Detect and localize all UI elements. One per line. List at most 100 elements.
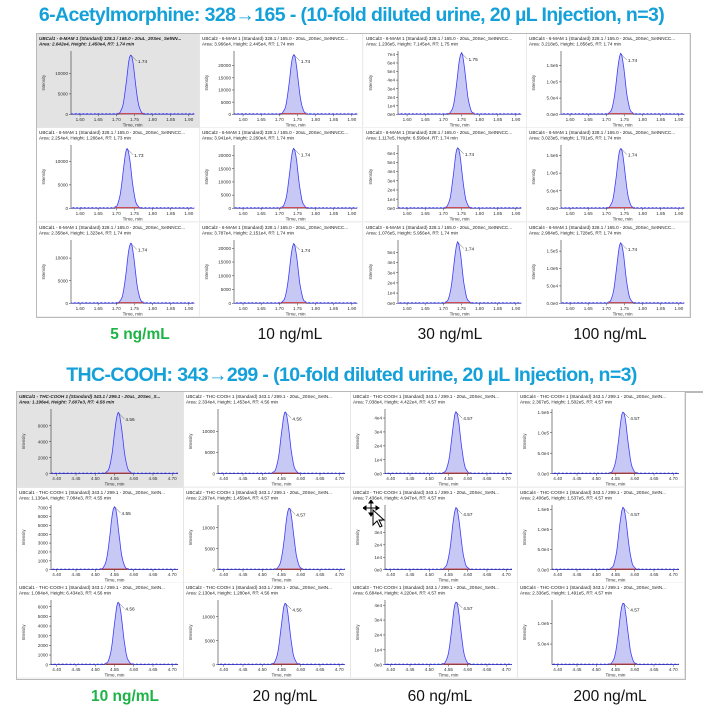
panel-stats: Area: 3.023e5, Height: 1.701e5, RT: 1.74…: [529, 136, 622, 141]
x-tick-label: 4.45: [72, 572, 81, 577]
chromatogram-panel[interactable]: UBCal4 - THC-COOH 1 (Standard) 343.1 / 2…: [518, 487, 685, 584]
chromatogram-panel[interactable]: UBCal4 - THC-COOH 1 (Standard) 343.1 / 2…: [518, 392, 685, 488]
panel-header: UBCal4 - THC-COOH 1 (Standard) 343.1 / 2…: [520, 490, 666, 495]
y-tick-label: 1e4: [374, 554, 382, 559]
chromatogram-panel[interactable]: UBCal4 - 6-MAM 1 (Standard) 328.1 / 165.…: [526, 128, 690, 223]
x-axis-label: Time, min: [105, 482, 125, 487]
y-tick-label: 10000: [218, 180, 231, 185]
chromatogram-panel[interactable]: UBCal3 - THC-COOH 1 (Standard) 343.1 / 2…: [351, 392, 518, 488]
panel-header: UBCal4 - THC-COOH 1 (Standard) 343.1 / 2…: [520, 394, 666, 399]
rt-label: 1.74: [464, 246, 474, 252]
x-axis-label: Time, min: [272, 482, 292, 487]
x-tick-label: 4.60: [463, 572, 472, 577]
rt-leader: [285, 603, 292, 610]
chromatogram-panel[interactable]: UBCal4 - THC-COOH 1 (Standard) 343.1 / 2…: [518, 583, 685, 679]
chromatogram-grid-thc-cooh-frame: UBCal1 - THC-COOH 1 (Standard) 343.1 / 2…: [16, 391, 686, 680]
rt-label: 1.74: [464, 152, 474, 158]
y-tick-label: 5000: [221, 193, 232, 198]
peak-area: [610, 507, 636, 570]
y-tick-label: 2e4: [374, 633, 382, 638]
y-axis-label: Intensity: [188, 528, 193, 545]
peak-area: [448, 53, 474, 115]
x-tick-label: 1.65: [257, 117, 266, 122]
chromatogram-panel[interactable]: UBCal2 - THC-COOH 1 (Standard) 343.1 / 2…: [184, 392, 351, 488]
x-tick-label: 4.40: [52, 572, 61, 577]
x-tick-label: 1.65: [94, 305, 103, 310]
panel-header: UBCal3 - 6-MAM 1 (Standard) 328.1 / 165.…: [366, 225, 512, 230]
chromatogram-panel[interactable]: UBCal3 - 6-MAM 1 (Standard) 328.1 / 165.…: [363, 34, 527, 129]
x-tick-label: 4.65: [483, 667, 492, 672]
chromatogram-panel[interactable]: UBCal2 - 6-MAM 1 (Standard) 328.1 / 165.…: [200, 34, 364, 129]
rt-label: 1.74: [628, 58, 638, 64]
rt-label: 4.57: [630, 416, 640, 422]
chromatogram-panel[interactable]: UBCal4 - 6-MAM 1 (Standard) 328.1 / 165.…: [526, 34, 690, 129]
chromatogram-trace: [217, 603, 346, 666]
chromatogram-panel[interactable]: UBCal2 - 6-MAM 1 (Standard) 328.1 / 165.…: [200, 128, 364, 223]
x-tick-label: 4.60: [463, 476, 472, 481]
chromatogram-trace: [234, 242, 358, 304]
x-tick-label: 4.60: [296, 667, 305, 672]
chromatogram-panel[interactable]: UBCal2 - THC-COOH 1 (Standard) 343.1 / 2…: [184, 583, 351, 679]
y-tick-label: 7000: [38, 505, 49, 510]
x-tick-label: 1.90: [511, 117, 520, 122]
x-tick-label: 1.70: [112, 117, 121, 122]
chromatogram-panel[interactable]: UBCal1 - 6-MAM 1 (Standard) 328.1 / 165.…: [37, 222, 201, 317]
rt-label: 1.74: [628, 153, 638, 159]
y-tick-label: 2e4: [374, 443, 382, 448]
panel-stats: Area: 2.358e4, Height: 1.323e4, RT: 1.74…: [39, 230, 132, 235]
x-tick-label: 1.90: [184, 211, 193, 216]
chromatogram-panel[interactable]: UBCal3 - 6-MAM 1 (Standard) 328.1 / 165.…: [363, 128, 527, 223]
x-tick-label: 4.65: [316, 572, 325, 577]
chromatogram-panel[interactable]: UBCal1 - 6-MAM 1 (Standard) 328.1 / 165.…: [37, 34, 201, 129]
panel-header: UBCal1 - 6-MAM 1 (Standard) 328.1 / 165.…: [39, 36, 181, 41]
x-tick-label: 4.40: [553, 476, 562, 481]
rt-leader: [460, 53, 468, 60]
panel-header: UBCal4 - 6-MAM 1 (Standard) 328.1 / 165.…: [529, 225, 675, 230]
x-axis-label: Time, min: [105, 673, 125, 678]
chromatogram-panel[interactable]: UBCal1 - THC-COOH 1 (Standard) 343.1 / 2…: [17, 392, 184, 488]
y-tick-label: 1.0e5: [538, 430, 550, 435]
panel-header: UBCal1 - THC-COOH 1 (Standard) 343.1 / 2…: [19, 585, 165, 590]
x-tick-label: 1.80: [638, 117, 647, 122]
x-tick-label: 4.55: [277, 572, 286, 577]
concentration-label-20-thc: 20 ng/mL: [252, 688, 318, 705]
y-tick-label: 5000: [205, 639, 216, 644]
x-tick-label: 4.40: [52, 667, 61, 672]
y-tick-label: 2e4: [387, 280, 395, 285]
y-tick-label: 2000: [38, 455, 49, 460]
x-tick-label: 1.80: [475, 305, 484, 310]
panel-stats: Area: 3.941e4, Height: 2.260e4, RT: 1.74…: [202, 136, 295, 141]
y-axis-label: Intensity: [522, 433, 527, 450]
peak-area: [118, 243, 143, 303]
y-tick-label: 20000: [218, 63, 231, 68]
chromatogram-panel[interactable]: UBCal2 - THC-COOH 1 (Standard) 343.1 / 2…: [184, 487, 351, 584]
x-tick-label: 4.65: [149, 572, 158, 577]
y-tick-label: 5000: [38, 523, 49, 528]
x-axis-label: Time, min: [449, 311, 469, 316]
x-tick-label: 4.45: [72, 476, 81, 481]
rt-label: 4.57: [463, 416, 473, 422]
x-tick-label: 1.65: [257, 211, 266, 216]
panel-header: UBCal2 - 6-MAM 1 (Standard) 328.1 / 165.…: [202, 225, 348, 230]
x-tick-label: 1.85: [656, 211, 665, 216]
x-tick-label: 1.85: [656, 305, 665, 310]
x-tick-label: 1.75: [293, 211, 302, 216]
chromatogram-panel[interactable]: UBCal1 - 6-MAM 1 (Standard) 328.1 / 165.…: [37, 128, 201, 223]
x-tick-label: 4.65: [650, 476, 659, 481]
rt-leader: [293, 243, 301, 250]
x-tick-label: 1.60: [76, 117, 85, 122]
x-tick-label: 1.70: [602, 117, 611, 122]
chromatogram-panel[interactable]: UBCal2 - 6-MAM 1 (Standard) 328.1 / 165.…: [200, 222, 364, 317]
chromatogram-panel[interactable]: UBCal3 - THC-COOH 1 (Standard) 343.1 / 2…: [351, 487, 518, 584]
y-axis-label: Intensity: [355, 433, 360, 450]
x-tick-label: 4.60: [296, 572, 305, 577]
peak-area: [610, 603, 636, 665]
chromatogram-panel[interactable]: UBCal4 - 6-MAM 1 (Standard) 328.1 / 165.…: [526, 222, 690, 317]
chromatogram-panel[interactable]: UBCal3 - THC-COOH 1 (Standard) 343.1 / 2…: [351, 583, 518, 679]
chromatogram-panel[interactable]: UBCal1 - THC-COOH 1 (Standard) 343.1 / 2…: [17, 487, 184, 584]
chromatogram-panel[interactable]: UBCal3 - 6-MAM 1 (Standard) 328.1 / 165.…: [363, 222, 527, 317]
chromatogram-panel[interactable]: UBCal1 - THC-COOH 1 (Standard) 343.1 / 2…: [17, 583, 184, 679]
x-tick-label: 4.50: [592, 667, 601, 672]
chromatogram-trace: [552, 506, 680, 570]
y-tick-label: 10000: [218, 273, 231, 278]
